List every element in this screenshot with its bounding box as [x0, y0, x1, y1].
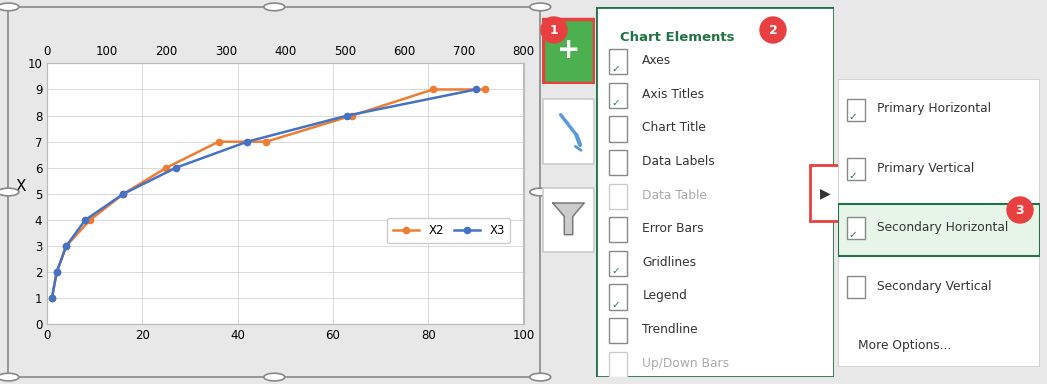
Circle shape: [530, 3, 551, 11]
X3: [60, 244, 72, 248]
Text: Secondary Vertical: Secondary Vertical: [877, 280, 992, 293]
X3: [241, 139, 253, 144]
Text: Primary Vertical: Primary Vertical: [877, 162, 975, 174]
X3: [170, 166, 182, 170]
X2: [480, 87, 492, 92]
Text: Legend: Legend: [642, 289, 687, 302]
Text: Data Table: Data Table: [642, 189, 707, 202]
X3: [341, 113, 354, 118]
X3: [50, 270, 63, 275]
X2: [60, 244, 72, 248]
Polygon shape: [553, 203, 584, 235]
Bar: [609, 352, 627, 377]
Circle shape: [530, 373, 551, 381]
Text: ✓: ✓: [611, 98, 620, 108]
Text: ✓: ✓: [848, 230, 857, 240]
Circle shape: [0, 3, 19, 11]
X3: [46, 296, 59, 301]
Text: Trendline: Trendline: [642, 323, 698, 336]
X2: [213, 139, 225, 144]
Text: ✓: ✓: [848, 112, 857, 122]
Text: Axes: Axes: [642, 54, 671, 67]
Line: X2: X2: [49, 86, 489, 301]
Text: ▶: ▶: [820, 186, 830, 200]
Circle shape: [0, 188, 19, 196]
Text: Primary Horizontal: Primary Horizontal: [877, 103, 992, 116]
Circle shape: [1007, 197, 1033, 223]
Bar: [609, 150, 627, 175]
FancyBboxPatch shape: [543, 188, 594, 252]
Text: Gridlines: Gridlines: [642, 256, 696, 269]
Text: ✓: ✓: [848, 171, 857, 181]
FancyBboxPatch shape: [543, 18, 594, 83]
Text: Secondary Horizontal: Secondary Horizontal: [877, 220, 1008, 233]
Text: 3: 3: [1016, 204, 1024, 217]
Bar: [847, 217, 865, 239]
Bar: [609, 251, 627, 276]
Text: +: +: [557, 36, 580, 63]
Text: More Options...: More Options...: [857, 339, 951, 352]
X2: [427, 87, 440, 92]
Line: X3: X3: [49, 86, 478, 301]
Circle shape: [264, 3, 285, 11]
Text: Chart Title: Chart Title: [642, 121, 706, 134]
Bar: [609, 318, 627, 343]
Bar: [838, 204, 1040, 256]
Text: 2: 2: [768, 23, 777, 36]
X2: [346, 113, 358, 118]
X2: [160, 166, 173, 170]
Text: Axis Titles: Axis Titles: [642, 88, 705, 101]
Bar: [609, 217, 627, 242]
Circle shape: [530, 188, 551, 196]
Text: Data Labels: Data Labels: [642, 155, 715, 168]
Text: ✓: ✓: [611, 300, 620, 310]
X3: [469, 87, 482, 92]
X3: [79, 218, 91, 222]
Text: ✓: ✓: [611, 266, 620, 276]
Circle shape: [760, 17, 786, 43]
Bar: [609, 116, 627, 142]
Bar: [609, 285, 627, 310]
Text: ✓: ✓: [611, 65, 620, 74]
Bar: [8, 7, 540, 377]
X2: [84, 218, 96, 222]
Circle shape: [264, 373, 285, 381]
Bar: [847, 158, 865, 180]
Bar: [847, 99, 865, 121]
Text: Error Bars: Error Bars: [642, 222, 704, 235]
Bar: [609, 83, 627, 108]
FancyBboxPatch shape: [810, 165, 840, 221]
Bar: [847, 276, 865, 298]
X2: [117, 192, 130, 196]
FancyBboxPatch shape: [543, 99, 594, 164]
Text: Up/Down Bars: Up/Down Bars: [642, 356, 730, 369]
Text: 1: 1: [550, 23, 558, 36]
Legend: X2, X3: X2, X3: [387, 218, 511, 243]
Bar: [609, 184, 627, 209]
X2: [50, 270, 63, 275]
X2: [260, 139, 272, 144]
Circle shape: [0, 373, 19, 381]
Circle shape: [541, 17, 567, 43]
Text: Chart Elements: Chart Elements: [620, 31, 734, 44]
X3: [117, 192, 130, 196]
X2: [46, 296, 59, 301]
Y-axis label: X: X: [16, 179, 26, 194]
Bar: [609, 49, 627, 74]
